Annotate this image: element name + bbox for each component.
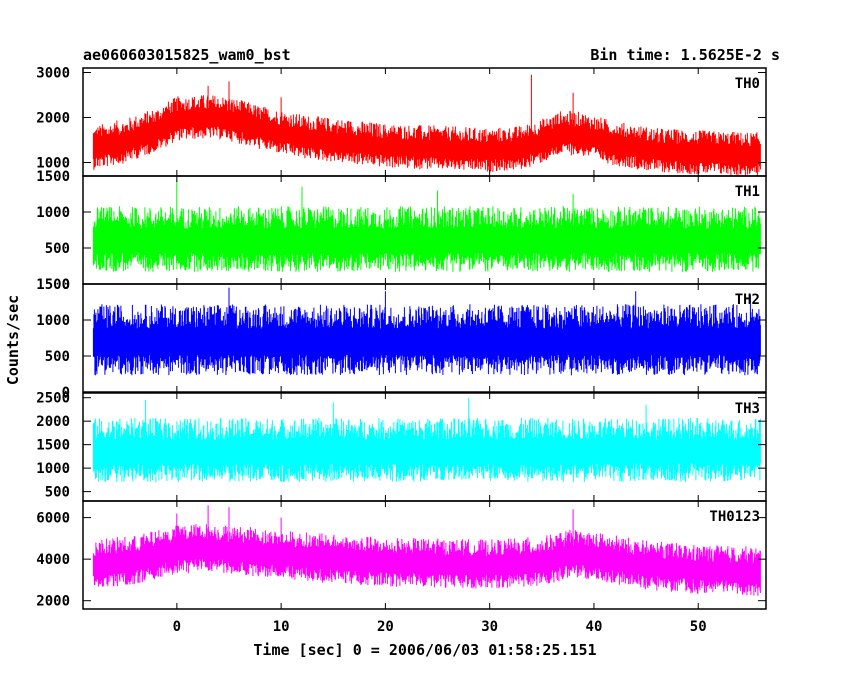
y-tick-label: 3000 (36, 66, 70, 82)
x-tick-label: 50 (690, 619, 707, 635)
x-axis-ticks: 0 10 20 30 40 50 (173, 619, 707, 635)
x-tick-label: 30 (481, 619, 498, 635)
y-axis-label: Counts/sec (4, 295, 22, 385)
panel-th2: 0 500 1000 1500 TH2 (36, 277, 767, 401)
y-tick-label: 0 (62, 385, 70, 401)
y-tick-label: 500 (45, 485, 70, 501)
y-tick-label: 1500 (36, 438, 70, 454)
y-tick-label: 2000 (36, 111, 70, 127)
y-tick-label: 0 (62, 277, 70, 293)
y-tick-label: 6000 (36, 511, 70, 527)
y-tick-label: 1000 (36, 461, 70, 477)
x-tick-label: 0 (173, 619, 181, 635)
panel-th0: 1000 2000 3000 TH0 (36, 66, 767, 177)
x-tick-label: 10 (273, 619, 290, 635)
panel-th1: 0 500 1000 1500 TH1 (36, 169, 767, 293)
y-tick-label: 500 (45, 241, 70, 257)
series-th3 (92, 397, 761, 483)
y-tick-label: 1500 (36, 169, 70, 185)
y-tick-label: 2000 (36, 594, 70, 610)
series-th0 (92, 74, 761, 176)
panel-label: TH3 (735, 401, 760, 417)
panel-label: TH2 (735, 292, 760, 308)
series-th0123 (92, 505, 761, 596)
y-tick-label: 1000 (36, 313, 70, 329)
y-tick-label: 2500 (36, 391, 70, 407)
panel-label: TH1 (735, 184, 760, 200)
x-axis-label: Time [sec] 0 = 2006/06/03 01:58:25.151 (253, 641, 596, 659)
series-th1 (92, 179, 761, 272)
y-tick-label: 500 (45, 349, 70, 365)
panel-th3: 500 1000 1500 2000 2500 TH3 (36, 391, 767, 502)
chart-panels: 100020003000TH0050010001500TH10500100015… (36, 66, 767, 610)
panel-th0123: 2000 4000 6000 TH0123 (36, 500, 767, 610)
panel-frame (82, 500, 767, 610)
x-tick-label: 20 (377, 619, 394, 635)
y-tick-label: 4000 (36, 552, 70, 568)
x-tick-label: 40 (586, 619, 603, 635)
y-tick-label: 1500 (36, 277, 70, 293)
y-tick-label: 1000 (36, 156, 70, 172)
panel-label: TH0123 (709, 509, 760, 525)
panel-label: TH0 (735, 76, 760, 92)
y-tick-label: 1000 (36, 205, 70, 221)
y-tick-label: 2000 (36, 414, 70, 430)
chart-title: ae060603015825_wam0_bst (83, 46, 291, 64)
chart-subtitle: Bin time: 1.5625E-2 s (590, 46, 780, 64)
series-th2 (92, 287, 761, 376)
panel-frame (82, 283, 767, 393)
